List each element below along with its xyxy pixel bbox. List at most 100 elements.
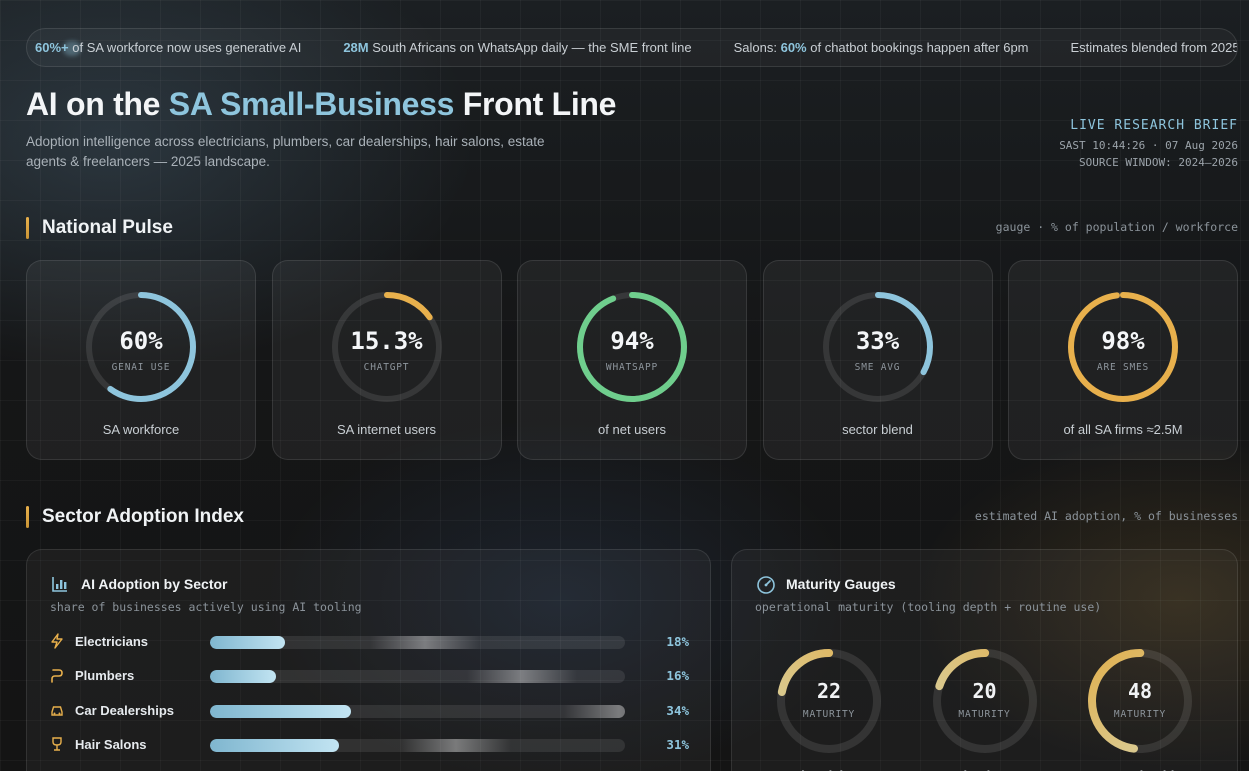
ticker-glow-dot [63, 41, 81, 56]
section-note: gauge · % of population / workforce [995, 220, 1238, 234]
research-brief: LIVE RESEARCH BRIEF SAST 10:44:26 · 07 A… [1059, 118, 1238, 171]
gauge-label: SME AVG [854, 362, 901, 373]
sector-value: 31% [666, 736, 689, 752]
gauge-value: 60% [119, 327, 163, 355]
brief-source-window: SOURCE WINDOW: 2024–2026 [1079, 156, 1238, 169]
sector-bar-track [210, 670, 625, 684]
ticker-highlight: 28M [343, 40, 369, 55]
salon-icon [52, 737, 62, 751]
ticker-text: of chatbot bookings happen after 6pm [806, 40, 1029, 55]
gauge-icon [757, 576, 775, 594]
bar-chart-icon [52, 577, 67, 592]
ticker-item-estimates: Estimates blended from 2025 s [1070, 40, 1238, 55]
brief-timestamp: SAST 10:44:26 · 07 Aug 2026 [1059, 139, 1238, 152]
maturity-ring [777, 649, 881, 753]
sector-row: Electricians 18% [49, 631, 691, 653]
title-suffix: Front Line [454, 86, 617, 122]
sector-label: Plumbers [75, 668, 135, 684]
section-title: Sector Adoption Index [42, 506, 244, 527]
page-subtitle: Adoption intelligence across electrician… [26, 134, 545, 169]
ticker-track: 60%+ of SA workforce now uses generative… [35, 40, 1238, 55]
ticker-text: of SA workforce now uses generative AI [68, 40, 302, 55]
maturity-sector-name: Plumbers [910, 768, 1060, 771]
maturity-sector-name: Electricians [754, 768, 904, 771]
sector-bar-track [210, 704, 625, 718]
maturity-gauge: 48MATURITYCar Dealerships [1085, 646, 1195, 771]
page-title: AI on the SA Small-Business Front Line [26, 86, 616, 123]
sector-row: Car Dealerships 34% [49, 700, 691, 722]
section-note: estimated AI adoption, % of businesses [974, 509, 1238, 523]
maturity-value: 48 [1127, 679, 1153, 703]
panel-description: share of businesses actively using AI to… [50, 600, 362, 614]
section-accent-bar [26, 506, 29, 528]
sector-bar-track [210, 636, 625, 649]
panel-description: operational maturity (tooling depth + ro… [755, 600, 1102, 614]
ticker-item-salons: Salons: 60% of chatbot bookings happen a… [734, 40, 1029, 55]
pipe-icon [51, 669, 63, 684]
sector-label: Electricians [75, 634, 148, 649]
gauge-ring [86, 292, 196, 402]
ticker-highlight: 60%+ [35, 40, 69, 55]
maturity-ring [932, 649, 1037, 753]
title-prefix: AI on the [26, 86, 169, 122]
gauge-value: 94% [610, 327, 654, 355]
adoption-by-sector-panel: AI Adoption by Sector share of businesse… [26, 549, 711, 771]
sector-row: Plumbers 16% [49, 665, 691, 687]
gauge-caption: SA internet users [337, 422, 436, 437]
gauge-arc [777, 649, 881, 753]
section-title: National Pulse [42, 217, 173, 238]
gauge-ring [331, 292, 442, 402]
ticker-text: Estimates blended from 2025 s [1070, 40, 1238, 55]
pulse-gauge-card: 15.3% CHATGPT SA internet users [271, 260, 502, 460]
sector-bar-fill [210, 704, 352, 718]
pulse-gauge-card: 94% WHATSAPP of net users [517, 260, 747, 460]
maturity-label: MATURITY [802, 709, 856, 720]
gauge-label: ARE SMES [1096, 362, 1150, 373]
gauge-ring [822, 292, 933, 402]
panel-title: Maturity Gauges [786, 576, 896, 592]
pulse-gauge-cards: 60% GENAI USE SA workforce 15.3% CHATGPT SA i… [26, 260, 1238, 460]
sector-bar-fill [210, 738, 339, 752]
gauge-caption: SA workforce [102, 422, 180, 437]
section-sector-adoption: Sector Adoption Index estimated AI adopt… [26, 504, 1238, 530]
sector-bar-shimmer [401, 738, 511, 752]
maturity-value: 20 [972, 679, 997, 703]
pulse-gauge-card: 98% ARE SMES of all SA firms ≈2.5M [1008, 260, 1238, 460]
gauge-value: 33% [855, 327, 900, 355]
panel-title: AI Adoption by Sector [81, 576, 228, 592]
gauge-arc [331, 292, 442, 402]
gauge-arc [932, 649, 1037, 753]
pulse-gauge-card: 60% GENAI USE SA workforce [26, 260, 256, 460]
ticker-highlight: 60% [780, 40, 807, 55]
sector-label: Hair Salons [75, 736, 147, 752]
maturity-gauge: 22MATURITYElectricians [774, 646, 884, 771]
maturity-ring [1088, 649, 1192, 753]
sector-bar-shimmer [564, 704, 625, 718]
brief-title: LIVE RESEARCH BRIEF [1070, 118, 1238, 133]
gauge-arc [1088, 649, 1192, 753]
sector-bar-fill [210, 636, 285, 649]
gauge-value: 15.3% [350, 327, 423, 355]
sector-value: 34% [666, 702, 689, 718]
sector-bar-track [210, 738, 625, 752]
maturity-label: MATURITY [1113, 709, 1167, 720]
sector-value: 18% [666, 634, 689, 649]
ticker-item-workforce: 60%+ of SA workforce now uses generative… [35, 40, 301, 55]
gauge-label: WHATSAPP [605, 362, 659, 373]
gauge-caption: of all SA firms ≈2.5M [1063, 422, 1183, 437]
sector-bar-fill [210, 670, 277, 684]
ticker-item-whatsapp: 28M South Africans on WhatsApp daily — t… [343, 40, 691, 55]
sector-value: 16% [666, 668, 689, 684]
lightning-icon [51, 633, 63, 649]
gauge-arc [86, 292, 196, 402]
pulse-gauge-card: 33% SME AVG sector blend [762, 260, 993, 460]
section-accent-bar [26, 217, 29, 239]
car-icon [51, 705, 63, 716]
ticker-prefix: Salons: [733, 40, 781, 55]
gauge-caption: sector blend [842, 422, 913, 437]
gauge-arc [577, 292, 687, 402]
gauge-arc [1068, 292, 1178, 402]
maturity-label: MATURITY [958, 709, 1011, 720]
